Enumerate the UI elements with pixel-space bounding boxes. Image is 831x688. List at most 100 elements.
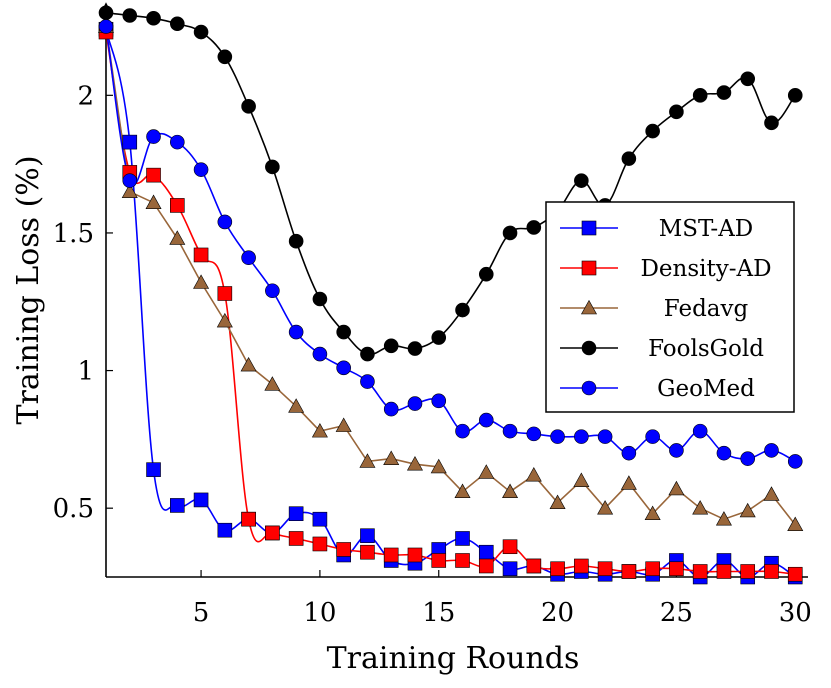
data-point [692, 88, 708, 103]
data-point [478, 266, 494, 282]
data-point [336, 360, 351, 376]
data-point [406, 456, 423, 471]
data-point [574, 429, 589, 444]
data-point [288, 324, 304, 340]
x-tick-label: 10 [303, 598, 336, 628]
data-point [597, 500, 614, 515]
data-point [383, 401, 399, 417]
data-point [241, 99, 256, 114]
data-point [170, 16, 185, 32]
data-point [668, 480, 685, 496]
data-point [288, 531, 304, 546]
data-point [122, 173, 138, 188]
data-point [146, 10, 161, 26]
data-point [454, 483, 471, 498]
data-point [430, 458, 447, 474]
data-point [740, 564, 756, 579]
data-point [335, 417, 352, 432]
series-points-geomed [98, 19, 803, 469]
data-point [621, 151, 637, 166]
data-point [621, 564, 637, 579]
data-point [526, 220, 542, 235]
data-point [288, 506, 304, 521]
data-point [383, 338, 399, 354]
y-tick-label: 0.5 [53, 494, 94, 524]
legend-marker [581, 260, 597, 276]
data-point [526, 558, 542, 574]
x-tick-label: 15 [422, 598, 455, 628]
data-point [146, 462, 161, 477]
data-point [169, 230, 186, 245]
data-point [740, 451, 756, 466]
legend-entry-foolsgold: FoolsGold [560, 336, 764, 362]
data-point [716, 445, 732, 461]
data-point [787, 88, 803, 103]
legend-entry-geomed: GeoMed [560, 376, 755, 402]
x-axis-label: Training Rounds [327, 641, 580, 676]
data-point [336, 542, 351, 557]
data-point [620, 475, 637, 490]
data-point [288, 398, 305, 413]
data-point [264, 376, 281, 391]
legend-label: GeoMed [657, 376, 755, 402]
data-point [383, 547, 399, 563]
data-point [526, 426, 542, 442]
data-point [455, 302, 470, 318]
data-point [146, 167, 161, 183]
data-point [764, 443, 779, 458]
legend-label: Density-AD [640, 256, 771, 282]
y-tick-label: 1 [77, 357, 94, 387]
data-point [312, 536, 328, 552]
data-point [312, 346, 328, 362]
data-point [170, 134, 185, 150]
data-point [692, 423, 708, 439]
data-point [288, 233, 304, 249]
data-point [98, 5, 114, 21]
data-point [739, 502, 756, 518]
data-point [217, 49, 233, 65]
data-point [265, 159, 280, 175]
data-point [193, 247, 209, 263]
data-point [455, 423, 470, 439]
data-point [787, 516, 804, 532]
data-point [265, 283, 280, 299]
data-point [478, 464, 495, 479]
data-point [574, 173, 589, 188]
legend-label: MST-AD [659, 216, 754, 242]
data-point [217, 286, 233, 301]
data-point [431, 393, 447, 409]
data-point [478, 412, 494, 428]
data-point [455, 553, 470, 568]
data-point [502, 561, 518, 577]
data-point [265, 525, 280, 541]
data-point [763, 486, 780, 501]
data-point [502, 423, 518, 439]
data-point [645, 123, 660, 139]
data-point [525, 467, 542, 482]
data-point [550, 429, 565, 444]
data-point [241, 511, 256, 527]
data-point [478, 558, 494, 574]
data-point [644, 505, 661, 520]
data-point [669, 104, 684, 120]
data-point [645, 561, 660, 577]
data-point [98, 19, 114, 34]
data-point [574, 558, 589, 574]
x-tick-label: 25 [660, 598, 693, 628]
data-point [715, 511, 732, 526]
legend-entry-mst-ad: MST-AD [560, 216, 753, 242]
data-point [240, 356, 257, 372]
series-markers [97, 5, 804, 585]
data-point [217, 522, 233, 538]
data-point [407, 341, 423, 356]
data-point [502, 539, 518, 555]
data-point [407, 547, 423, 563]
data-point [241, 250, 256, 266]
data-point [360, 374, 375, 389]
data-point [573, 472, 590, 487]
data-point [787, 566, 803, 582]
data-point [455, 531, 470, 546]
x-tick-label: 20 [541, 598, 574, 628]
data-point [669, 443, 684, 458]
